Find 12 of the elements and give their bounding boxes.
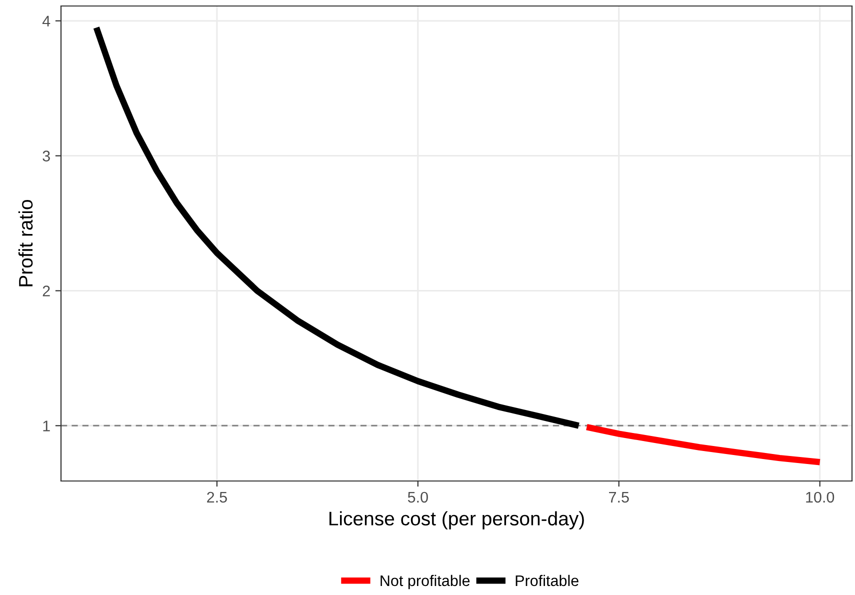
legend-label: Not profitable xyxy=(380,574,470,590)
x-tick-label: 2.5 xyxy=(207,492,227,503)
y-tick-label: 3 xyxy=(42,150,50,162)
y-tick-label: 1 xyxy=(43,420,50,432)
y-tick-label: 4 xyxy=(42,16,50,26)
legend-label: Profitable xyxy=(516,574,578,586)
x-tick-label: 5.0 xyxy=(408,492,428,503)
x-axis-title: License cost (per person-day) xyxy=(329,511,584,530)
x-tick-label: 10.0 xyxy=(806,492,834,503)
y-axis-title: Profit ratio xyxy=(18,200,33,286)
y-tick-label: 2 xyxy=(42,286,50,296)
x-tick-label: 7.5 xyxy=(609,492,629,503)
